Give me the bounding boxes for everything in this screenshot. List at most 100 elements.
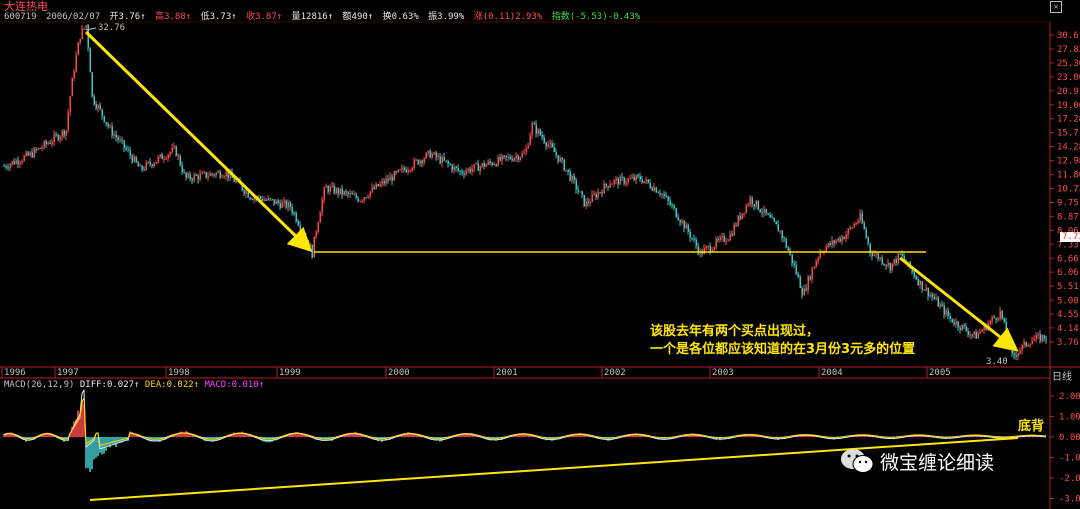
- candle-body: [677, 217, 679, 221]
- candle-body: [221, 176, 223, 178]
- candle-body: [131, 155, 133, 162]
- candle-body: [779, 230, 781, 232]
- candle-body: [509, 156, 511, 160]
- candle-body: [577, 189, 579, 192]
- candle-body: [337, 188, 339, 194]
- candle-body: [323, 187, 325, 200]
- price-tick-label: 25.30: [1057, 59, 1080, 69]
- candle-body: [657, 192, 659, 194]
- candle-body: [465, 171, 467, 175]
- year-tick-label: 1999: [279, 368, 301, 378]
- candle-body: [715, 239, 717, 247]
- candle-body: [129, 150, 131, 156]
- candle-body: [425, 152, 427, 159]
- candle-body: [1033, 339, 1035, 341]
- close-icon[interactable]: ✕: [1050, 1, 1062, 13]
- candle-body: [155, 161, 157, 164]
- candle-body: [827, 243, 829, 248]
- candle-body: [899, 253, 901, 255]
- candle-body: [711, 249, 713, 252]
- candle-body: [695, 239, 697, 246]
- candle-body: [11, 161, 13, 165]
- candle-body: [385, 178, 387, 184]
- candle-body: [609, 184, 611, 188]
- candle-body: [977, 333, 979, 339]
- candle-body: [941, 304, 943, 306]
- candle-body: [993, 317, 995, 319]
- candle-body: [471, 168, 473, 172]
- candle-body: [601, 192, 603, 194]
- candle-body: [123, 140, 125, 148]
- candle-body: [109, 126, 111, 128]
- candle-body: [55, 134, 57, 136]
- candle-body: [49, 143, 51, 145]
- candle-body: [1029, 344, 1031, 346]
- candle-body: [667, 196, 669, 201]
- candle-body: [95, 104, 97, 109]
- candle-body: [399, 169, 401, 171]
- candle-body: [623, 177, 625, 184]
- candle-body: [503, 155, 505, 157]
- candle-body: [71, 78, 73, 97]
- macd-tick-label: -3.00: [1059, 495, 1080, 505]
- candle-body: [1013, 353, 1015, 356]
- candle-body: [297, 221, 299, 226]
- candle-body: [203, 171, 205, 173]
- candle-body: [965, 326, 967, 331]
- candle-body: [969, 334, 971, 336]
- candle-body: [543, 137, 545, 143]
- candle-body: [473, 164, 475, 169]
- candle-body: [673, 205, 675, 209]
- candle-body: [251, 199, 253, 201]
- candle-body: [417, 159, 419, 165]
- candle-body: [233, 177, 235, 182]
- amplitude: 振3.99%: [428, 12, 465, 22]
- candle-body: [879, 257, 881, 259]
- candle-body: [35, 148, 37, 150]
- candle-body: [411, 167, 413, 171]
- candle-body: [547, 144, 549, 147]
- candle-body: [971, 334, 973, 336]
- candle-body: [563, 159, 565, 171]
- period-selector[interactable]: 日线: [1052, 372, 1072, 383]
- watermark: 微宝缠论细读: [840, 447, 994, 475]
- volume: 量12816↑: [291, 12, 334, 22]
- candle-body: [765, 208, 767, 214]
- candle-body: [121, 139, 123, 141]
- price-tick-label: 20.91: [1057, 87, 1080, 97]
- chart-frame: [0, 21, 1080, 509]
- candle-body: [619, 176, 621, 185]
- candle-body: [145, 162, 147, 170]
- candle-body: [713, 246, 715, 250]
- candle-body: [1003, 318, 1005, 322]
- candle-body: [843, 236, 845, 239]
- candle-body: [73, 71, 75, 79]
- candle-body: [603, 183, 605, 194]
- candle-body: [47, 143, 49, 145]
- candle-body: [187, 173, 189, 178]
- candle-body: [617, 178, 619, 185]
- candle-body: [421, 160, 423, 163]
- candle-body: [357, 197, 359, 202]
- candle-body: [919, 281, 921, 285]
- candle-body: [345, 191, 347, 193]
- last-price-tag: 7.73: [1060, 232, 1080, 242]
- candle-body: [885, 264, 887, 266]
- candle-body: [555, 152, 557, 156]
- candle-body: [165, 158, 167, 160]
- candle-body: [423, 158, 425, 163]
- candle-body: [393, 171, 395, 181]
- candle-body: [961, 324, 963, 330]
- candle-body: [1043, 335, 1045, 339]
- candle-body: [439, 156, 441, 164]
- candle-body: [1019, 350, 1021, 353]
- candle-body: [249, 197, 251, 200]
- candle-body: [227, 171, 229, 178]
- candle-body: [631, 176, 633, 179]
- downtrend-arrow-2: [899, 256, 1019, 352]
- candle-body: [929, 294, 931, 297]
- time-axis: 1996 1997 1998 1999 2000 2001 2002 2003 2004 2005: [1, 367, 951, 378]
- candle-body: [259, 196, 261, 199]
- candle-body: [263, 199, 265, 202]
